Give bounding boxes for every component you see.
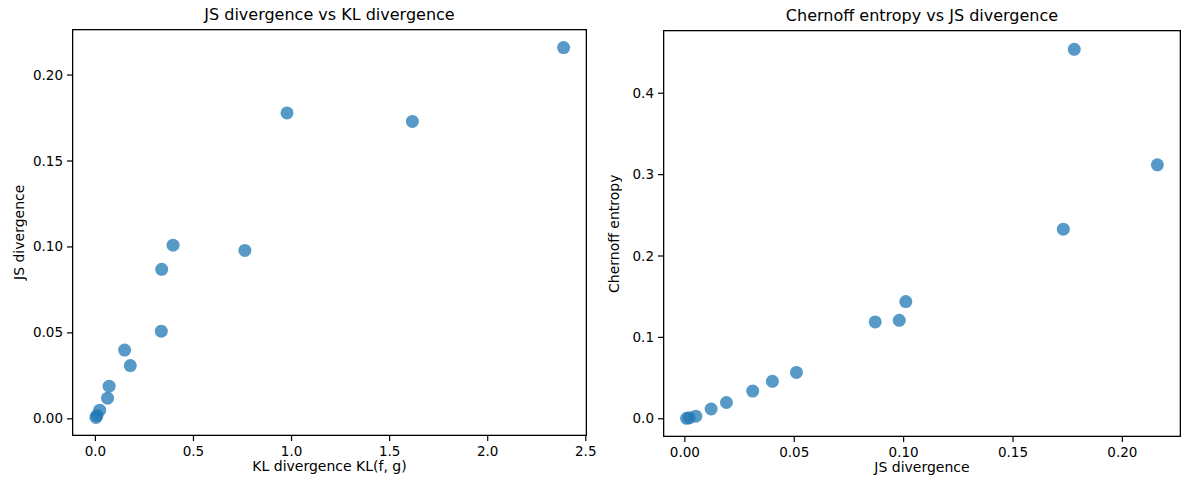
scatter-point: [790, 366, 803, 379]
x-tick-label: 0.20: [1107, 444, 1137, 460]
chart2-plot-area: 0.000.050.100.150.200.00.10.20.30.4: [663, 30, 1181, 437]
scatter-point: [101, 392, 114, 405]
y-tick-label: 0.0: [633, 410, 654, 426]
y-tick-label: 0.20: [33, 67, 63, 83]
chart1-svg: 0.00.51.01.52.02.50.000.050.100.150.20: [72, 29, 587, 436]
scatter-point: [1068, 43, 1081, 56]
x-tick-label: 0.00: [670, 444, 700, 460]
scatter-point: [118, 344, 131, 357]
x-tick-label: 1.5: [379, 443, 400, 459]
scatter-point: [869, 315, 882, 328]
axes-spines: [664, 31, 1181, 437]
axes-spines: [73, 30, 587, 436]
x-tick-label: 0.0: [85, 443, 106, 459]
scatter-point: [155, 325, 168, 338]
scatter-point: [93, 404, 106, 417]
scatter-point: [281, 106, 294, 119]
chart2-x-axis-label: JS divergence: [663, 459, 1181, 475]
chart2-y-axis-label: Chernoff entropy: [606, 30, 622, 437]
x-tick-label: 0.5: [183, 443, 204, 459]
scatter-point: [746, 385, 759, 398]
x-tick-label: 2.0: [477, 443, 498, 459]
scatter-point: [124, 359, 137, 372]
chart1-title: JS divergence vs KL divergence: [72, 5, 587, 25]
y-tick-label: 0.00: [33, 410, 63, 426]
chart1-y-axis-label: JS divergence: [11, 29, 27, 436]
scatter-point: [720, 396, 733, 409]
y-tick-label: 0.05: [33, 324, 63, 340]
x-tick-label: 0.10: [889, 444, 919, 460]
scatter-point: [1057, 223, 1070, 236]
x-tick-label: 0.15: [998, 444, 1028, 460]
chart1-x-axis-label: KL divergence KL(f, g): [72, 458, 587, 474]
chart2-title: Chernoff entropy vs JS divergence: [663, 6, 1181, 26]
y-tick-label: 0.15: [33, 153, 63, 169]
scatter-point: [689, 410, 702, 423]
y-tick-label: 0.2: [633, 248, 654, 264]
x-tick-label: 1.0: [281, 443, 302, 459]
chart1-plot-area: 0.00.51.01.52.02.50.000.050.100.150.20: [72, 29, 587, 436]
x-tick-label: 0.05: [779, 444, 809, 460]
scatter-point: [893, 314, 906, 327]
y-tick-label: 0.10: [33, 238, 63, 254]
scatter-point: [406, 115, 419, 128]
scatter-point: [705, 403, 718, 416]
y-tick-label: 0.3: [633, 166, 654, 182]
scatter-point: [557, 41, 570, 54]
chart2-svg: 0.000.050.100.150.200.00.10.20.30.4: [663, 30, 1181, 437]
y-tick-label: 0.4: [633, 85, 654, 101]
y-tick-label: 0.1: [633, 329, 654, 345]
scatter-point: [899, 295, 912, 308]
scatter-point: [238, 244, 251, 257]
scatter-point: [167, 239, 180, 252]
scatter-point: [155, 263, 168, 276]
scatter-point: [766, 375, 779, 388]
figure-canvas: JS divergence vs KL divergence Chernoff …: [0, 0, 1189, 490]
scatter-point: [1151, 158, 1164, 171]
x-tick-label: 2.5: [575, 443, 596, 459]
scatter-point: [103, 380, 116, 393]
